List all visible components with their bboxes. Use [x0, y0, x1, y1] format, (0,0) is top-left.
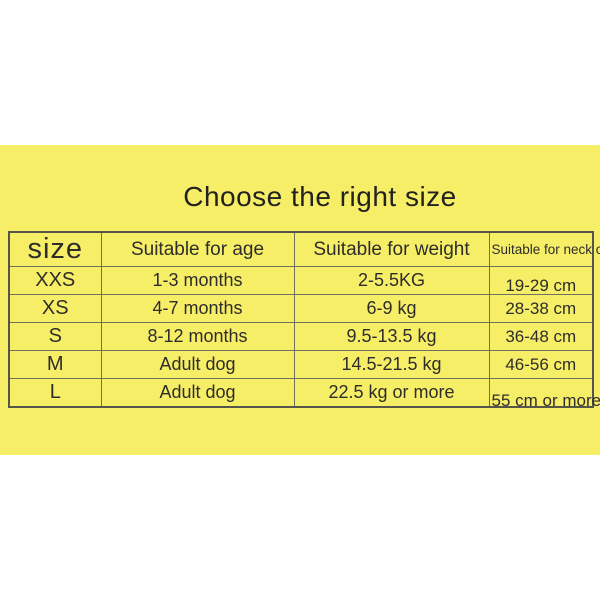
neck-cell: 46-56 cm [488, 350, 594, 379]
size-cell: XXS [8, 266, 102, 295]
weight-cell: 6-9 kg [293, 294, 490, 323]
size-cell: M [8, 350, 102, 379]
age-cell: 1-3 months [100, 266, 295, 295]
weight-cell: 9.5-13.5 kg [293, 322, 490, 351]
neck-cell-value: 55 cm or more [491, 391, 600, 411]
page-title: Choose the right size [183, 181, 457, 212]
weight-cell: 14.5-21.5 kg [293, 350, 490, 379]
neck-cell: 28-38 cm [488, 294, 594, 323]
age-column-header: Suitable for age [100, 231, 295, 267]
age-cell: Adult dog [100, 350, 295, 379]
neck-cell: 19-29 cm [488, 266, 594, 295]
table-row-m: M Adult dog 14.5-21.5 kg 46-56 cm [8, 350, 594, 379]
table-row-s: S 8-12 months 9.5-13.5 kg 36-48 cm [8, 322, 594, 351]
age-cell: Adult dog [100, 378, 295, 407]
table-row-xs: XS 4-7 months 6-9 kg 28-38 cm [8, 294, 594, 323]
table-row-l: L Adult dog 22.5 kg or more 55 cm or mor… [8, 378, 600, 410]
age-cell: 4-7 months [100, 294, 295, 323]
size-column-header: size [8, 231, 102, 267]
neck-cell: 55 cm or more [488, 378, 600, 410]
size-chart-table: size Suitable for age Suitable for weigh… [8, 231, 600, 410]
table-header-row: size Suitable for age Suitable for weigh… [8, 231, 600, 267]
neck-column-header: Suitable for neck circumference [488, 231, 600, 267]
size-cell: S [8, 322, 102, 351]
weight-cell: 22.5 kg or more [293, 378, 490, 407]
size-cell: L [8, 378, 102, 407]
table-row-xxs: XXS 1-3 months 2-5.5KG 19-29 cm [8, 266, 594, 295]
weight-column-header: Suitable for weight [293, 231, 490, 267]
neck-cell-value: 19-29 cm [505, 275, 577, 295]
size-cell: XS [8, 294, 102, 323]
weight-cell: 2-5.5KG [293, 266, 490, 295]
age-cell: 8-12 months [100, 322, 295, 351]
neck-cell: 36-48 cm [488, 322, 594, 351]
